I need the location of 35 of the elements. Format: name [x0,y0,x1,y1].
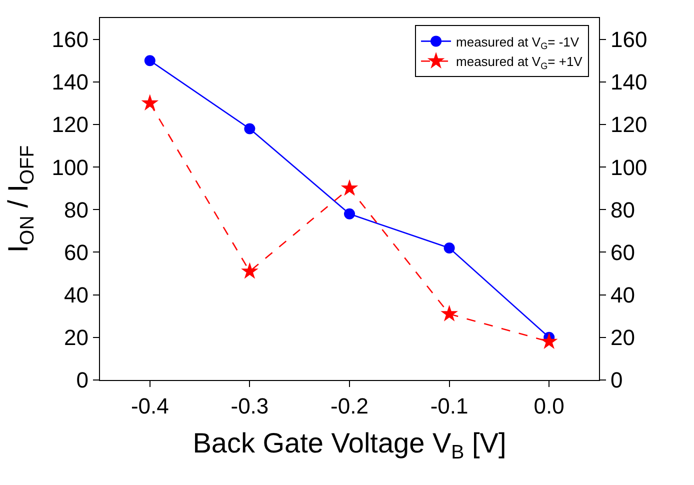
y2-tick-label: 100 [610,154,648,180]
point [540,332,558,350]
point [141,94,159,111]
point [440,304,458,322]
y2-tick-label: 20 [610,325,635,350]
y2-tick-label: 160 [610,26,648,52]
x-tick-label: -0.1 [430,394,468,418]
x-tick-label: 0.0 [534,394,564,418]
point [144,55,156,66]
legend-label: measured at V$_{G}$= +1V [456,54,583,71]
y2-tick-label: 60 [610,240,635,265]
x-tick-label: -0.4 [130,394,169,418]
point [344,208,355,220]
y-tick-label: 20 [64,325,88,350]
x-tick-label: -0.2 [330,394,368,418]
legend-label: measured at V$_{G}$= -1V [456,34,580,51]
point [241,262,258,279]
y2-tick-label: 40 [610,282,635,308]
x-axis-title: Back Gate Voltage V$_{B}$ [V] [192,428,506,464]
y-tick-label: 160 [52,26,88,52]
y2-tick-label: 120 [610,112,648,138]
y-tick-label: 0 [76,368,88,393]
y2-tick-label: 140 [610,70,648,95]
y-tick-label: 80 [64,197,88,222]
x-tick-label: -0.3 [230,394,269,418]
y-tick-label: 40 [64,282,88,308]
y-tick-label: 120 [52,112,88,138]
y-tick-label: 60 [64,240,88,265]
point [244,123,256,134]
y2-tick-label: 0 [610,368,623,393]
y2-tick-label: 80 [610,197,635,222]
point [340,179,358,196]
point [444,242,455,254]
y-tick-label: 140 [52,70,88,95]
y-tick-label: 100 [52,154,88,180]
